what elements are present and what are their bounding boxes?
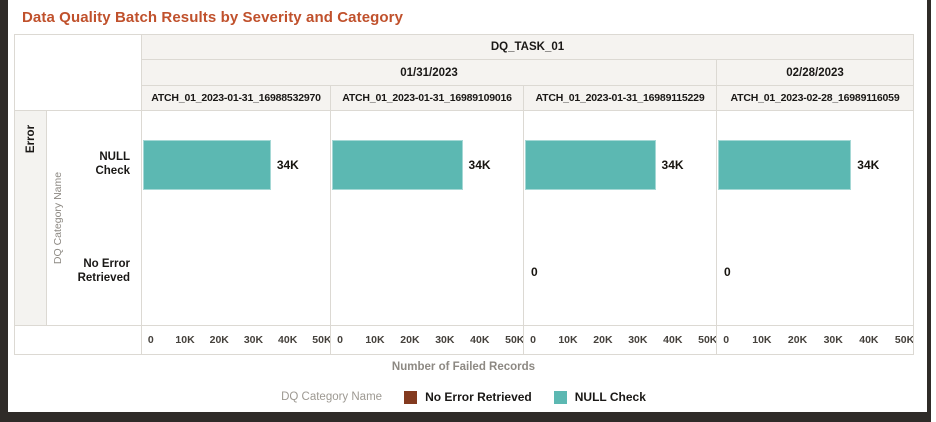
facet-panel-2: 34K xyxy=(331,111,524,326)
x-tick-label: 30K xyxy=(823,334,843,346)
bar-value-label: 34K xyxy=(661,158,684,172)
legend-title: DQ Category Name xyxy=(281,391,383,403)
x-tick-label: 10K xyxy=(558,334,578,346)
legend-item-null-check[interactable]: NULL Check xyxy=(553,390,646,404)
x-tick-label: 30K xyxy=(243,334,264,346)
batch-header-cell-3: ATCH_01_2023-01-31_16989115229 xyxy=(524,86,717,111)
x-axis-title: Number of Failed Records xyxy=(391,361,536,373)
severity-group-cell: Error xyxy=(15,111,47,326)
category-label-no-error-retrieved: No Error Retrieved xyxy=(77,257,130,285)
x-ticks-row-4: 0 10K 20K 30K 40K 50K xyxy=(717,326,913,354)
bar-value-label: 34K xyxy=(857,158,880,172)
window-frame-right xyxy=(927,0,931,417)
x-tick-label: 10K xyxy=(752,334,772,346)
corner-spacer-cell xyxy=(15,35,142,111)
x-tick-label: 0 xyxy=(147,334,154,346)
batch-header-cell-4: ATCH_01_2023-02-28_16989116059 xyxy=(717,86,913,111)
legend-item-no-error-retrieved[interactable]: No Error Retrieved xyxy=(404,390,532,404)
x-tick-label: 40K xyxy=(663,334,683,346)
x-tick-label: 50K xyxy=(312,334,331,346)
task-header-cell: DQ_TASK_01 xyxy=(142,35,913,60)
window-frame-bottom xyxy=(0,412,931,422)
trellis-table: DQ_TASK_01 01/31/2023 02/28/2023 ATCH_01… xyxy=(14,34,914,355)
x-tick-label: 20K xyxy=(209,334,229,346)
x-tick-label: 40K xyxy=(278,334,298,346)
legend-item-label: NULL Check xyxy=(574,390,646,404)
x-tick-label: 30K xyxy=(435,334,455,346)
x-tick-label: 20K xyxy=(787,334,808,346)
x-tick-label: 0 xyxy=(530,334,536,346)
legend-item-label: No Error Retrieved xyxy=(425,390,532,404)
bar-null-check[interactable] xyxy=(143,140,271,190)
x-tick-label: 40K xyxy=(470,334,490,346)
facet-panel-3: 34K 0 xyxy=(524,111,717,326)
date-header-cell-2: 02/28/2023 xyxy=(717,60,913,86)
window-frame-left xyxy=(0,0,8,422)
legend-swatch-icon xyxy=(553,390,567,404)
bar-value-label: 0 xyxy=(531,265,538,279)
legend: DQ Category Name No Error Retrieved NULL… xyxy=(14,390,913,404)
x-tick-label: 0 xyxy=(723,334,730,346)
bar-value-label: 0 xyxy=(724,265,731,279)
chart-title: Data Quality Batch Results by Severity a… xyxy=(22,9,404,26)
y-axis-title: DQ Category Name xyxy=(52,171,64,265)
bar-value-label: 34K xyxy=(468,158,491,172)
bar-value-label: 34K xyxy=(276,158,299,172)
facet-panel-4: 34K 0 xyxy=(717,111,913,326)
category-label-null-check: NULL Check xyxy=(95,150,130,178)
x-tick-label: 50K xyxy=(698,334,717,346)
date-header-cell-1: 01/31/2023 xyxy=(142,60,717,86)
severity-label: Error xyxy=(24,124,37,154)
batch-header-cell-1: ATCH_01_2023-01-31_16988532970 xyxy=(142,86,331,111)
x-tick-label: 10K xyxy=(365,334,385,346)
legend-swatch-icon xyxy=(404,390,418,404)
ticks-spacer-cell xyxy=(15,326,142,354)
batch-header-cell-2: ATCH_01_2023-01-31_16989109016 xyxy=(331,86,524,111)
bar-null-check[interactable] xyxy=(718,140,852,190)
x-tick-label: 0 xyxy=(337,334,343,346)
x-tick-label: 20K xyxy=(593,334,613,346)
x-tick-label: 10K xyxy=(175,334,195,346)
category-axis-cell: DQ Category Name NULL Check No Error Ret… xyxy=(47,111,142,326)
x-tick-label: 50K xyxy=(894,334,913,346)
x-tick-label: 20K xyxy=(400,334,420,346)
bar-null-check[interactable] xyxy=(332,140,463,190)
x-tick-label: 50K xyxy=(505,334,524,346)
bar-null-check[interactable] xyxy=(525,140,656,190)
x-ticks-row-3: 0 10K 20K 30K 40K 50K xyxy=(524,326,717,354)
x-tick-label: 40K xyxy=(859,334,879,346)
x-tick-label: 30K xyxy=(628,334,648,346)
facet-panel-1: 34K xyxy=(142,111,331,326)
x-ticks-row-2: 0 10K 20K 30K 40K 50K xyxy=(331,326,524,354)
x-ticks-row-1: 0 10K 20K 30K 40K 50K xyxy=(142,326,331,354)
